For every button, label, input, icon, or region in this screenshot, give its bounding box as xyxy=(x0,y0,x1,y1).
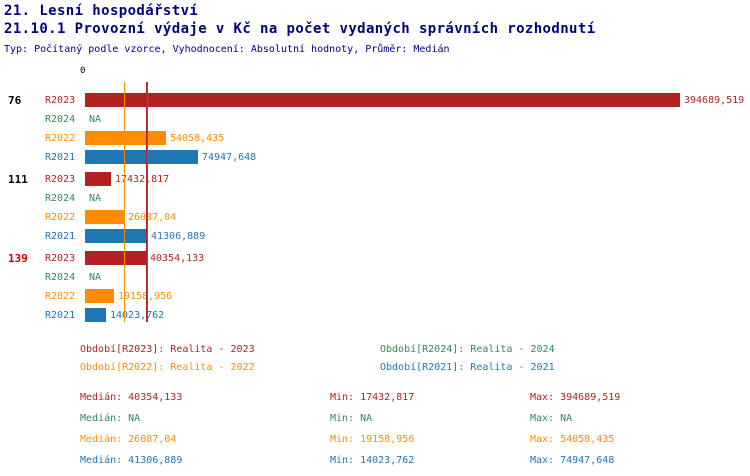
stat-min-r2022: Min: 19158,956 xyxy=(330,434,415,445)
median-line-r2022 xyxy=(124,82,126,322)
bar-row: R2024 NA xyxy=(0,269,750,288)
bar-row: R2023 40354,133 xyxy=(0,250,750,269)
bar xyxy=(85,172,111,186)
median-line-r2023 xyxy=(145,82,147,322)
bar-value-label: 74947,648 xyxy=(202,152,257,163)
series-label: R2023 xyxy=(45,95,76,106)
page-title: 21. Lesní hospodářství xyxy=(4,3,199,19)
bar xyxy=(85,229,147,243)
bar-value-label: NA xyxy=(89,114,102,125)
bar xyxy=(85,308,106,322)
bar xyxy=(85,210,124,224)
series-label: R2021 xyxy=(45,152,76,163)
stat-median-r2022: Medián: 26087,04 xyxy=(80,434,177,445)
stat-median-r2024: Medián: NA xyxy=(80,413,141,424)
legend-item-r2023: Období[R2023]: Realita - 2023 xyxy=(80,344,255,355)
bar xyxy=(85,289,114,303)
series-label: R2022 xyxy=(45,212,76,223)
stat-median-r2023: Medián: 40354,133 xyxy=(80,392,183,403)
stat-max-r2021: Max: 74947,648 xyxy=(530,455,615,466)
bar-value-label: 17432,817 xyxy=(115,174,170,185)
bar-row: R2024 NA xyxy=(0,111,750,130)
series-label: R2024 xyxy=(45,114,76,125)
bar xyxy=(85,131,166,145)
bar-value-label: 26087,04 xyxy=(128,212,177,223)
bar-row: R2023 17432,817 xyxy=(0,171,750,190)
bar xyxy=(85,150,198,164)
bar-row: R2021 14023,762 xyxy=(0,307,750,326)
series-label: R2023 xyxy=(45,253,76,264)
series-label: R2022 xyxy=(45,133,76,144)
legend-item-r2024: Období[R2024]: Realita - 2024 xyxy=(380,344,555,355)
stat-max-r2022: Max: 54058,435 xyxy=(530,434,615,445)
stat-median-r2021: Medián: 41306,889 xyxy=(80,455,183,466)
bar-value-label: 41306,889 xyxy=(151,231,206,242)
legend-item-r2021: Období[R2021]: Realita - 2021 xyxy=(380,362,555,373)
stat-min-r2021: Min: 14023,762 xyxy=(330,455,415,466)
stat-min-r2023: Min: 17432,817 xyxy=(330,392,415,403)
bar-row: R2024 NA xyxy=(0,190,750,209)
chart-subtitle: 21.10.1 Provozní výdaje v Kč na počet vy… xyxy=(4,21,596,37)
bar-value-label: NA xyxy=(89,193,102,204)
series-label: R2021 xyxy=(45,231,76,242)
chart-meta-info: Typ: Počítaný podle vzorce, Vyhodnocení:… xyxy=(4,44,450,55)
series-label: R2021 xyxy=(45,310,76,321)
group-id-139: 139 xyxy=(8,252,28,265)
series-label: R2024 xyxy=(45,193,76,204)
bar-row: R2021 41306,889 xyxy=(0,228,750,247)
bar-value-label: 40354,133 xyxy=(150,253,205,264)
bar-value-label: 14023,762 xyxy=(110,310,165,321)
legend-item-r2022: Období[R2022]: Realita - 2022 xyxy=(80,362,255,373)
stat-max-r2024: Max: NA xyxy=(530,413,573,424)
bar xyxy=(85,93,680,107)
group-id-111: 111 xyxy=(8,173,28,186)
series-label: R2022 xyxy=(45,291,76,302)
bar-row: R2022 26087,04 xyxy=(0,209,750,228)
bar-row: R2022 54058,435 xyxy=(0,130,750,149)
axis-zero-label: 0 xyxy=(80,66,86,76)
bar-row: R2022 19158,956 xyxy=(0,288,750,307)
bar-value-label: 394689,519 xyxy=(684,95,745,106)
group-id-76: 76 xyxy=(8,94,22,107)
bar-value-label: NA xyxy=(89,272,102,283)
bar-value-label: 54058,435 xyxy=(170,133,225,144)
median-line-r2021 xyxy=(147,82,149,322)
bar xyxy=(85,251,146,265)
series-label: R2023 xyxy=(45,174,76,185)
bar-chart: 0 76 111 139 R2023 394689,519 R2024 NA R… xyxy=(0,60,750,342)
bar-row: R2023 394689,519 xyxy=(0,92,750,111)
stat-min-r2024: Min: NA xyxy=(330,413,373,424)
bar-value-label: 19158,956 xyxy=(118,291,172,302)
stat-max-r2023: Max: 394689,519 xyxy=(530,392,621,403)
series-label: R2024 xyxy=(45,272,76,283)
bar-row: R2021 74947,648 xyxy=(0,149,750,168)
